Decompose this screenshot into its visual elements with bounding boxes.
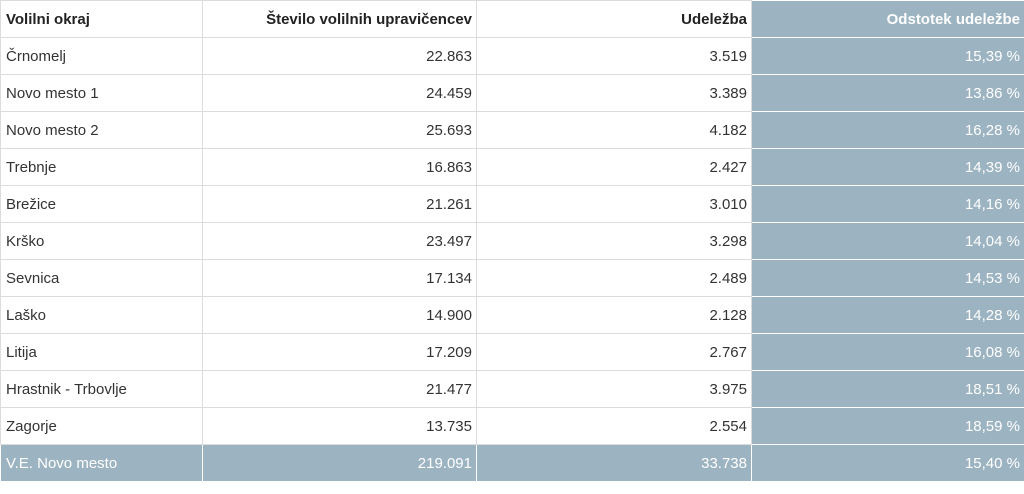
header-turnout-percent[interactable]: Odstotek udeležbe: [751, 0, 1024, 38]
total-turnout-percent-cell: 15,40 %: [751, 444, 1024, 482]
district-cell: Krško: [0, 222, 203, 260]
turnout-cell: 3.010: [476, 185, 752, 223]
turnout-percent-cell: 16,08 %: [751, 333, 1024, 371]
eligible-voters-cell: 21.261: [202, 185, 477, 223]
eligible-voters-cell: 23.497: [202, 222, 477, 260]
table-row: Novo mesto 1 24.459 3.389 13,86 %: [0, 74, 1024, 112]
eligible-voters-cell: 24.459: [202, 74, 477, 112]
table-row: Novo mesto 2 25.693 4.182 16,28 %: [0, 111, 1024, 149]
table-row: Trebnje 16.863 2.427 14,39 %: [0, 148, 1024, 186]
eligible-voters-cell: 21.477: [202, 370, 477, 408]
eligible-voters-cell: 14.900: [202, 296, 477, 334]
total-eligible-voters-cell: 219.091: [202, 444, 477, 482]
table-row: Sevnica 17.134 2.489 14,53 %: [0, 259, 1024, 297]
eligible-voters-cell: 22.863: [202, 37, 477, 75]
turnout-percent-cell: 14,16 %: [751, 185, 1024, 223]
header-district[interactable]: Volilni okraj: [0, 0, 203, 38]
eligible-voters-cell: 25.693: [202, 111, 477, 149]
district-cell: Zagorje: [0, 407, 203, 445]
turnout-cell: 2.427: [476, 148, 752, 186]
turnout-percent-cell: 18,51 %: [751, 370, 1024, 408]
district-cell: Laško: [0, 296, 203, 334]
turnout-percent-cell: 18,59 %: [751, 407, 1024, 445]
table-row: Krško 23.497 3.298 14,04 %: [0, 222, 1024, 260]
turnout-cell: 2.128: [476, 296, 752, 334]
turnout-cell: 2.554: [476, 407, 752, 445]
eligible-voters-cell: 17.134: [202, 259, 477, 297]
table-row: Črnomelj 22.863 3.519 15,39 %: [0, 37, 1024, 75]
turnout-cell: 3.519: [476, 37, 752, 75]
table-row: Litija 17.209 2.767 16,08 %: [0, 333, 1024, 371]
table-row: Zagorje 13.735 2.554 18,59 %: [0, 407, 1024, 445]
table-header-row: Volilni okraj Število volilnih upravičen…: [0, 0, 1024, 38]
turnout-cell: 4.182: [476, 111, 752, 149]
eligible-voters-cell: 17.209: [202, 333, 477, 371]
district-cell: Trebnje: [0, 148, 203, 186]
header-eligible-voters[interactable]: Število volilnih upravičencev: [202, 0, 477, 38]
district-cell: Litija: [0, 333, 203, 371]
district-cell: Hrastnik - Trbovlje: [0, 370, 203, 408]
table-total-row: V.E. Novo mesto 219.091 33.738 15,40 %: [0, 444, 1024, 482]
district-cell: Črnomelj: [0, 37, 203, 75]
turnout-percent-cell: 14,28 %: [751, 296, 1024, 334]
turnout-cell: 3.298: [476, 222, 752, 260]
table-row: Hrastnik - Trbovlje 21.477 3.975 18,51 %: [0, 370, 1024, 408]
turnout-cell: 2.489: [476, 259, 752, 297]
table-row: Brežice 21.261 3.010 14,16 %: [0, 185, 1024, 223]
table-row: Laško 14.900 2.128 14,28 %: [0, 296, 1024, 334]
district-cell: Sevnica: [0, 259, 203, 297]
turnout-percent-cell: 14,39 %: [751, 148, 1024, 186]
total-district-cell: V.E. Novo mesto: [0, 444, 203, 482]
eligible-voters-cell: 16.863: [202, 148, 477, 186]
total-turnout-cell: 33.738: [476, 444, 752, 482]
turnout-cell: 2.767: [476, 333, 752, 371]
turnout-cell: 3.389: [476, 74, 752, 112]
turnout-percent-cell: 15,39 %: [751, 37, 1024, 75]
turnout-table: Volilni okraj Število volilnih upravičen…: [0, 0, 1024, 482]
turnout-cell: 3.975: [476, 370, 752, 408]
turnout-percent-cell: 14,04 %: [751, 222, 1024, 260]
header-turnout[interactable]: Udeležba: [476, 0, 752, 38]
district-cell: Brežice: [0, 185, 203, 223]
district-cell: Novo mesto 1: [0, 74, 203, 112]
turnout-percent-cell: 16,28 %: [751, 111, 1024, 149]
turnout-percent-cell: 13,86 %: [751, 74, 1024, 112]
turnout-percent-cell: 14,53 %: [751, 259, 1024, 297]
district-cell: Novo mesto 2: [0, 111, 203, 149]
eligible-voters-cell: 13.735: [202, 407, 477, 445]
